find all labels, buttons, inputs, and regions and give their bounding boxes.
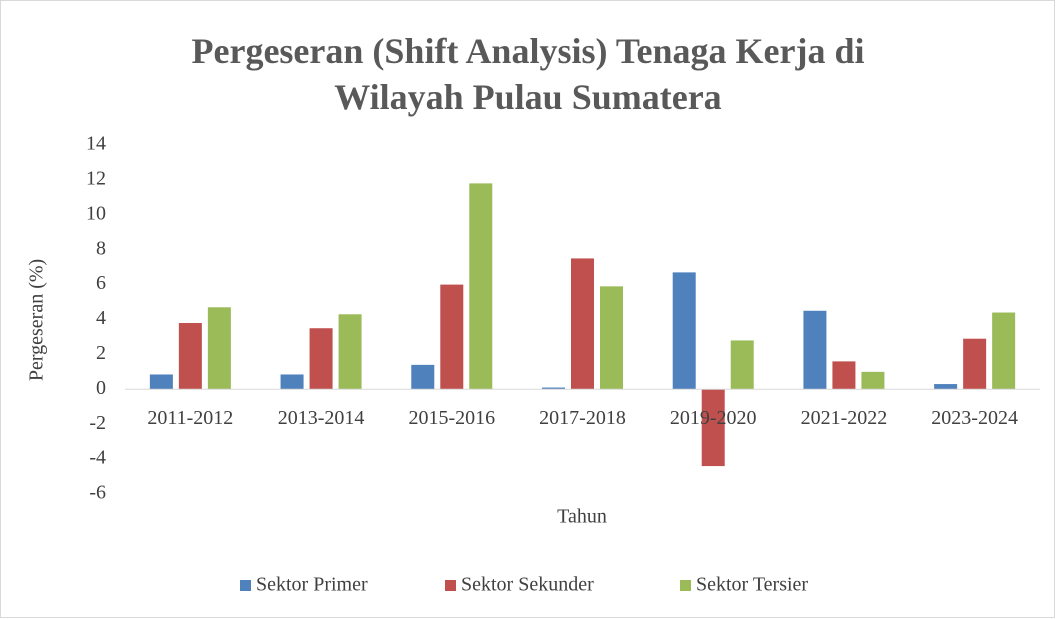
legend-swatch [240, 580, 251, 591]
x-tick-label: 2021-2022 [801, 407, 888, 429]
bar [542, 387, 565, 390]
bar [832, 361, 856, 390]
bar [963, 338, 987, 390]
legend-label: Sektor Sekunder [461, 574, 594, 596]
bar [440, 284, 464, 390]
bar [803, 310, 827, 390]
x-axis-label: Tahun [557, 506, 607, 528]
y-tick-label: -6 [89, 482, 106, 504]
bar [411, 364, 435, 390]
legend-label: Sektor Primer [256, 574, 368, 596]
bar [338, 314, 362, 390]
bar [280, 374, 304, 390]
x-tick-label: 2015-2016 [408, 407, 495, 429]
y-tick-label: 4 [96, 307, 106, 329]
x-tick-label: 2019-2020 [670, 407, 757, 429]
x-tick-label: 2013-2014 [278, 407, 365, 429]
chart-title: Pergeseran (Shift Analysis) Tenaga Kerja… [191, 31, 865, 117]
bar [934, 384, 958, 390]
x-tick-label: 2011-2012 [147, 407, 233, 429]
bar [701, 389, 725, 467]
legend-swatch [680, 580, 691, 591]
bar [571, 258, 594, 390]
y-tick-label: 10 [86, 202, 106, 224]
bar [992, 312, 1016, 390]
y-tick-label: 2 [96, 342, 106, 364]
y-tick-label: -2 [89, 412, 106, 434]
x-tick-label: 2017-2018 [539, 407, 626, 429]
y-tick-label: 14 [86, 133, 106, 155]
y-tick-label: -4 [89, 447, 106, 469]
y-tick-label: 0 [96, 377, 106, 399]
bar [149, 374, 173, 390]
y-tick-label: 8 [96, 237, 106, 259]
legend-swatch [445, 580, 456, 591]
x-tick-label: 2023-2024 [931, 407, 1018, 429]
bar [207, 307, 231, 390]
bar [309, 328, 333, 390]
bar [178, 322, 202, 390]
bar [600, 286, 623, 390]
legend-label: Sektor Tersier [696, 574, 808, 596]
y-tick-label: 6 [96, 272, 106, 294]
y-axis-label: Pergeseran (%) [26, 259, 48, 381]
y-tick-label: 12 [86, 167, 106, 189]
bar [730, 340, 754, 390]
bar [861, 371, 885, 390]
bar [469, 183, 493, 390]
bar [672, 272, 696, 390]
